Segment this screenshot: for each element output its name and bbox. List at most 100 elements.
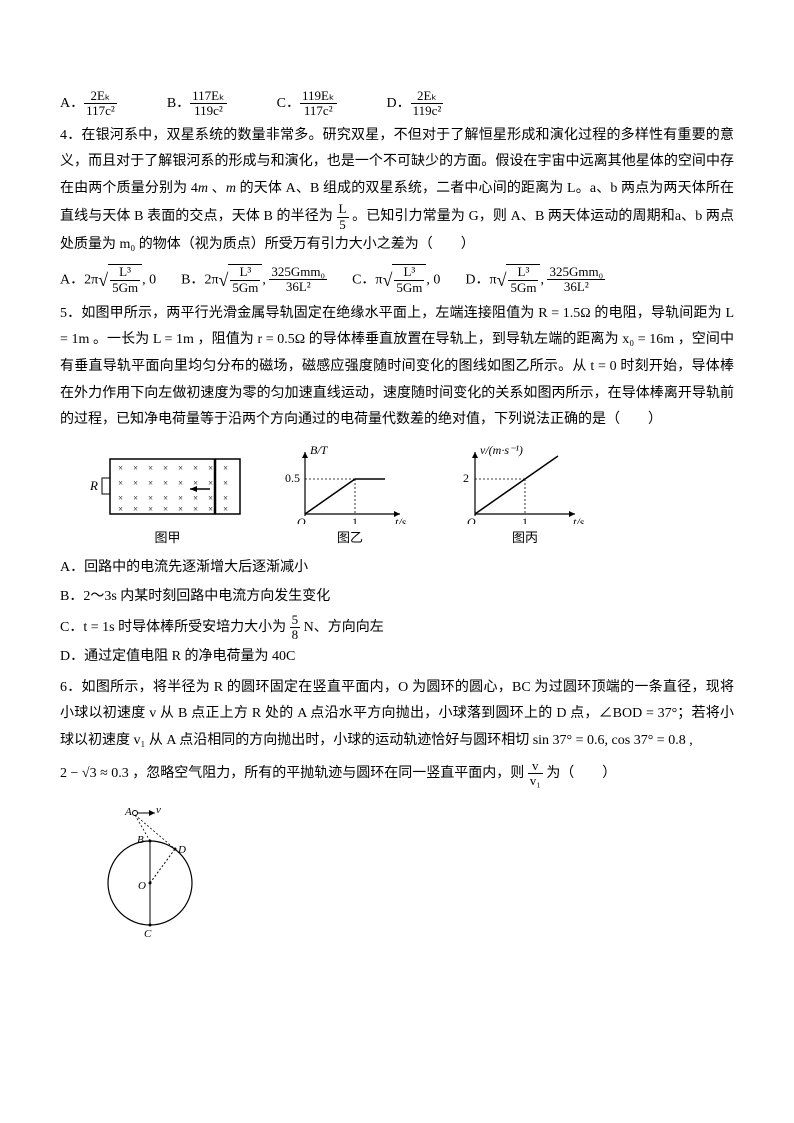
opt-c-pre: C．t = 1s 时导体棒所受安培力大小为 [60,620,286,635]
option-d: D．通过定值电阻 R 的净电荷量为 40C [60,644,734,671]
option-b: B．117Eₖ119c² [167,89,227,119]
svg-text:×: × [163,493,168,503]
option-a: A．2Eₖ117c² [60,89,117,119]
figure-bing: v/(m·s⁻¹) 2 1 O t/s 图丙 [455,444,595,551]
frac-num: L³ [110,265,140,280]
svg-text:×: × [193,478,198,488]
svg-text:×: × [178,463,183,473]
svg-text:×: × [133,478,138,488]
svg-text:×: × [193,493,198,503]
opt-pre: π [375,272,382,287]
svg-text:×: × [163,504,168,514]
frac-den: 117c² [300,104,337,118]
frac-num: 2Eₖ [84,89,117,104]
svg-text:×: × [133,463,138,473]
tick-label: 1 [352,515,358,524]
option-a: A．回路中的电流先逐渐增大后逐渐减小 [60,555,734,582]
option-d: D．πL³5Gm, 325Gmm₀36L² [465,263,605,297]
rail-diagram-icon: ×××××××× ×××××××× ×××××××× ×××××××× R [90,454,245,524]
vt-graph-icon: v/(m·s⁻¹) 2 1 O t/s [455,444,595,524]
frac-den: 5Gm [508,281,538,295]
opt-after: , 0 [426,272,440,287]
q6-post: 为（ ） [546,766,616,781]
frac-den: 119c² [411,104,444,118]
frac-den: 117c² [84,104,117,118]
svg-text:R: R [90,478,98,493]
frac-num: L³ [230,265,260,280]
frac-den: 5Gm [394,281,424,295]
svg-text:×: × [223,463,228,473]
frac-den: 5 [337,218,349,232]
svg-text:×: × [178,478,183,488]
frac-num: 325Gmm₀ [547,265,605,280]
opt-after: , 0 [142,272,156,287]
tick-label: 2 [463,471,469,485]
option-b: B．2πL³5Gm, 325Gmm₀36L² [181,263,327,297]
q5-text: 5．如图甲所示，两平行光滑金属导轨固定在绝缘水平面上，左端连接阻值为 R = 1… [60,301,734,434]
frac-num: 5 [290,613,301,628]
q5-figures: ×××××××× ×××××××× ×××××××× ×××××××× R 图甲… [90,444,734,551]
q3-options: A．2Eₖ117c² B．117Eₖ119c² C．119Eₖ117c² D．2… [60,89,734,119]
q6-text2: 2 − √3 ≈ 0.3 ，忽略空气阻力，所有的平抛轨迹与圆环在同一竖直平面内，… [60,759,734,789]
frac-den: 5Gm [110,281,140,295]
tick-label: 0.5 [285,471,300,485]
frac-num: v [528,759,543,774]
frac-num: 325Gmm₀ [269,265,327,280]
frac-den: 8 [290,628,301,642]
svg-text:×: × [223,504,228,514]
svg-text:×: × [118,478,123,488]
q6-text1: 6．如图所示，将半径为 R 的圆环固定在竖直平面内，O 为圆环的圆心，BC 为过… [60,675,734,755]
svg-text:×: × [148,478,153,488]
option-c: C．t = 1s 时导体棒所受安培力大小为 58 N、方向向左 [60,613,734,643]
svg-text:×: × [133,504,138,514]
svg-text:×: × [133,493,138,503]
figure-yi: B/T 0.5 1 O t/s 图乙 [285,444,415,551]
svg-text:O: O [138,880,146,892]
axis-label: t/s [395,515,407,524]
figure-jia: ×××××××× ×××××××× ×××××××× ×××××××× R 图甲 [90,454,245,551]
fig-label-bing: 图丙 [455,526,595,551]
svg-text:×: × [208,504,213,514]
option-b: B．2～3s 内某时刻回路中电流方向发生变化 [60,584,734,611]
frac-den: 119c² [190,104,227,118]
tick-label: 1 [522,515,528,524]
axis-label: t/s [573,515,585,524]
svg-text:×: × [148,463,153,473]
svg-text:×: × [208,478,213,488]
axis-label: B/T [310,444,329,457]
frac-num: 117Eₖ [190,89,227,104]
svg-text:×: × [208,463,213,473]
svg-text:O: O [467,515,476,524]
svg-text:O: O [297,515,306,524]
frac-num: L [337,202,349,217]
frac-den: v₁ [528,774,543,788]
frac-den: 36L² [269,280,327,294]
svg-text:×: × [118,493,123,503]
option-a: A．2πL³5Gm, 0 [60,263,156,297]
axis-label: v/(m·s⁻¹) [480,444,523,457]
opt-pre: 2π [204,272,218,287]
svg-text:×: × [178,493,183,503]
bt-graph-icon: B/T 0.5 1 O t/s [285,444,415,524]
svg-text:×: × [193,504,198,514]
svg-text:×: × [148,504,153,514]
svg-text:D: D [177,844,186,856]
svg-text:×: × [163,478,168,488]
q6-pre: 2 − √3 ≈ 0.3 ，忽略空气阻力，所有的平抛轨迹与圆环在同一竖直平面内，… [60,766,524,781]
fig-label-yi: 图乙 [285,526,415,551]
opt-pre: 2π [84,272,98,287]
option-c: C．119Eₖ117c² [277,89,337,119]
svg-text:×: × [193,463,198,473]
frac-den: 36L² [547,280,605,294]
svg-text:×: × [163,463,168,473]
frac-num: L³ [394,265,424,280]
option-c: C．πL³5Gm, 0 [352,263,440,297]
opt-c-post: N、方向向左 [304,620,384,635]
svg-text:×: × [118,504,123,514]
q4-text: 4．在银河系中，双星系统的数量非常多。研究双星，不但对于了解恒星形成和演化过程的… [60,123,734,259]
frac-num: 2Eₖ [411,89,444,104]
svg-text:×: × [223,478,228,488]
q5-options: A．回路中的电流先逐渐增大后逐渐减小 B．2～3s 内某时刻回路中电流方向发生变… [60,555,734,670]
svg-text:×: × [178,504,183,514]
svg-text:×: × [208,493,213,503]
